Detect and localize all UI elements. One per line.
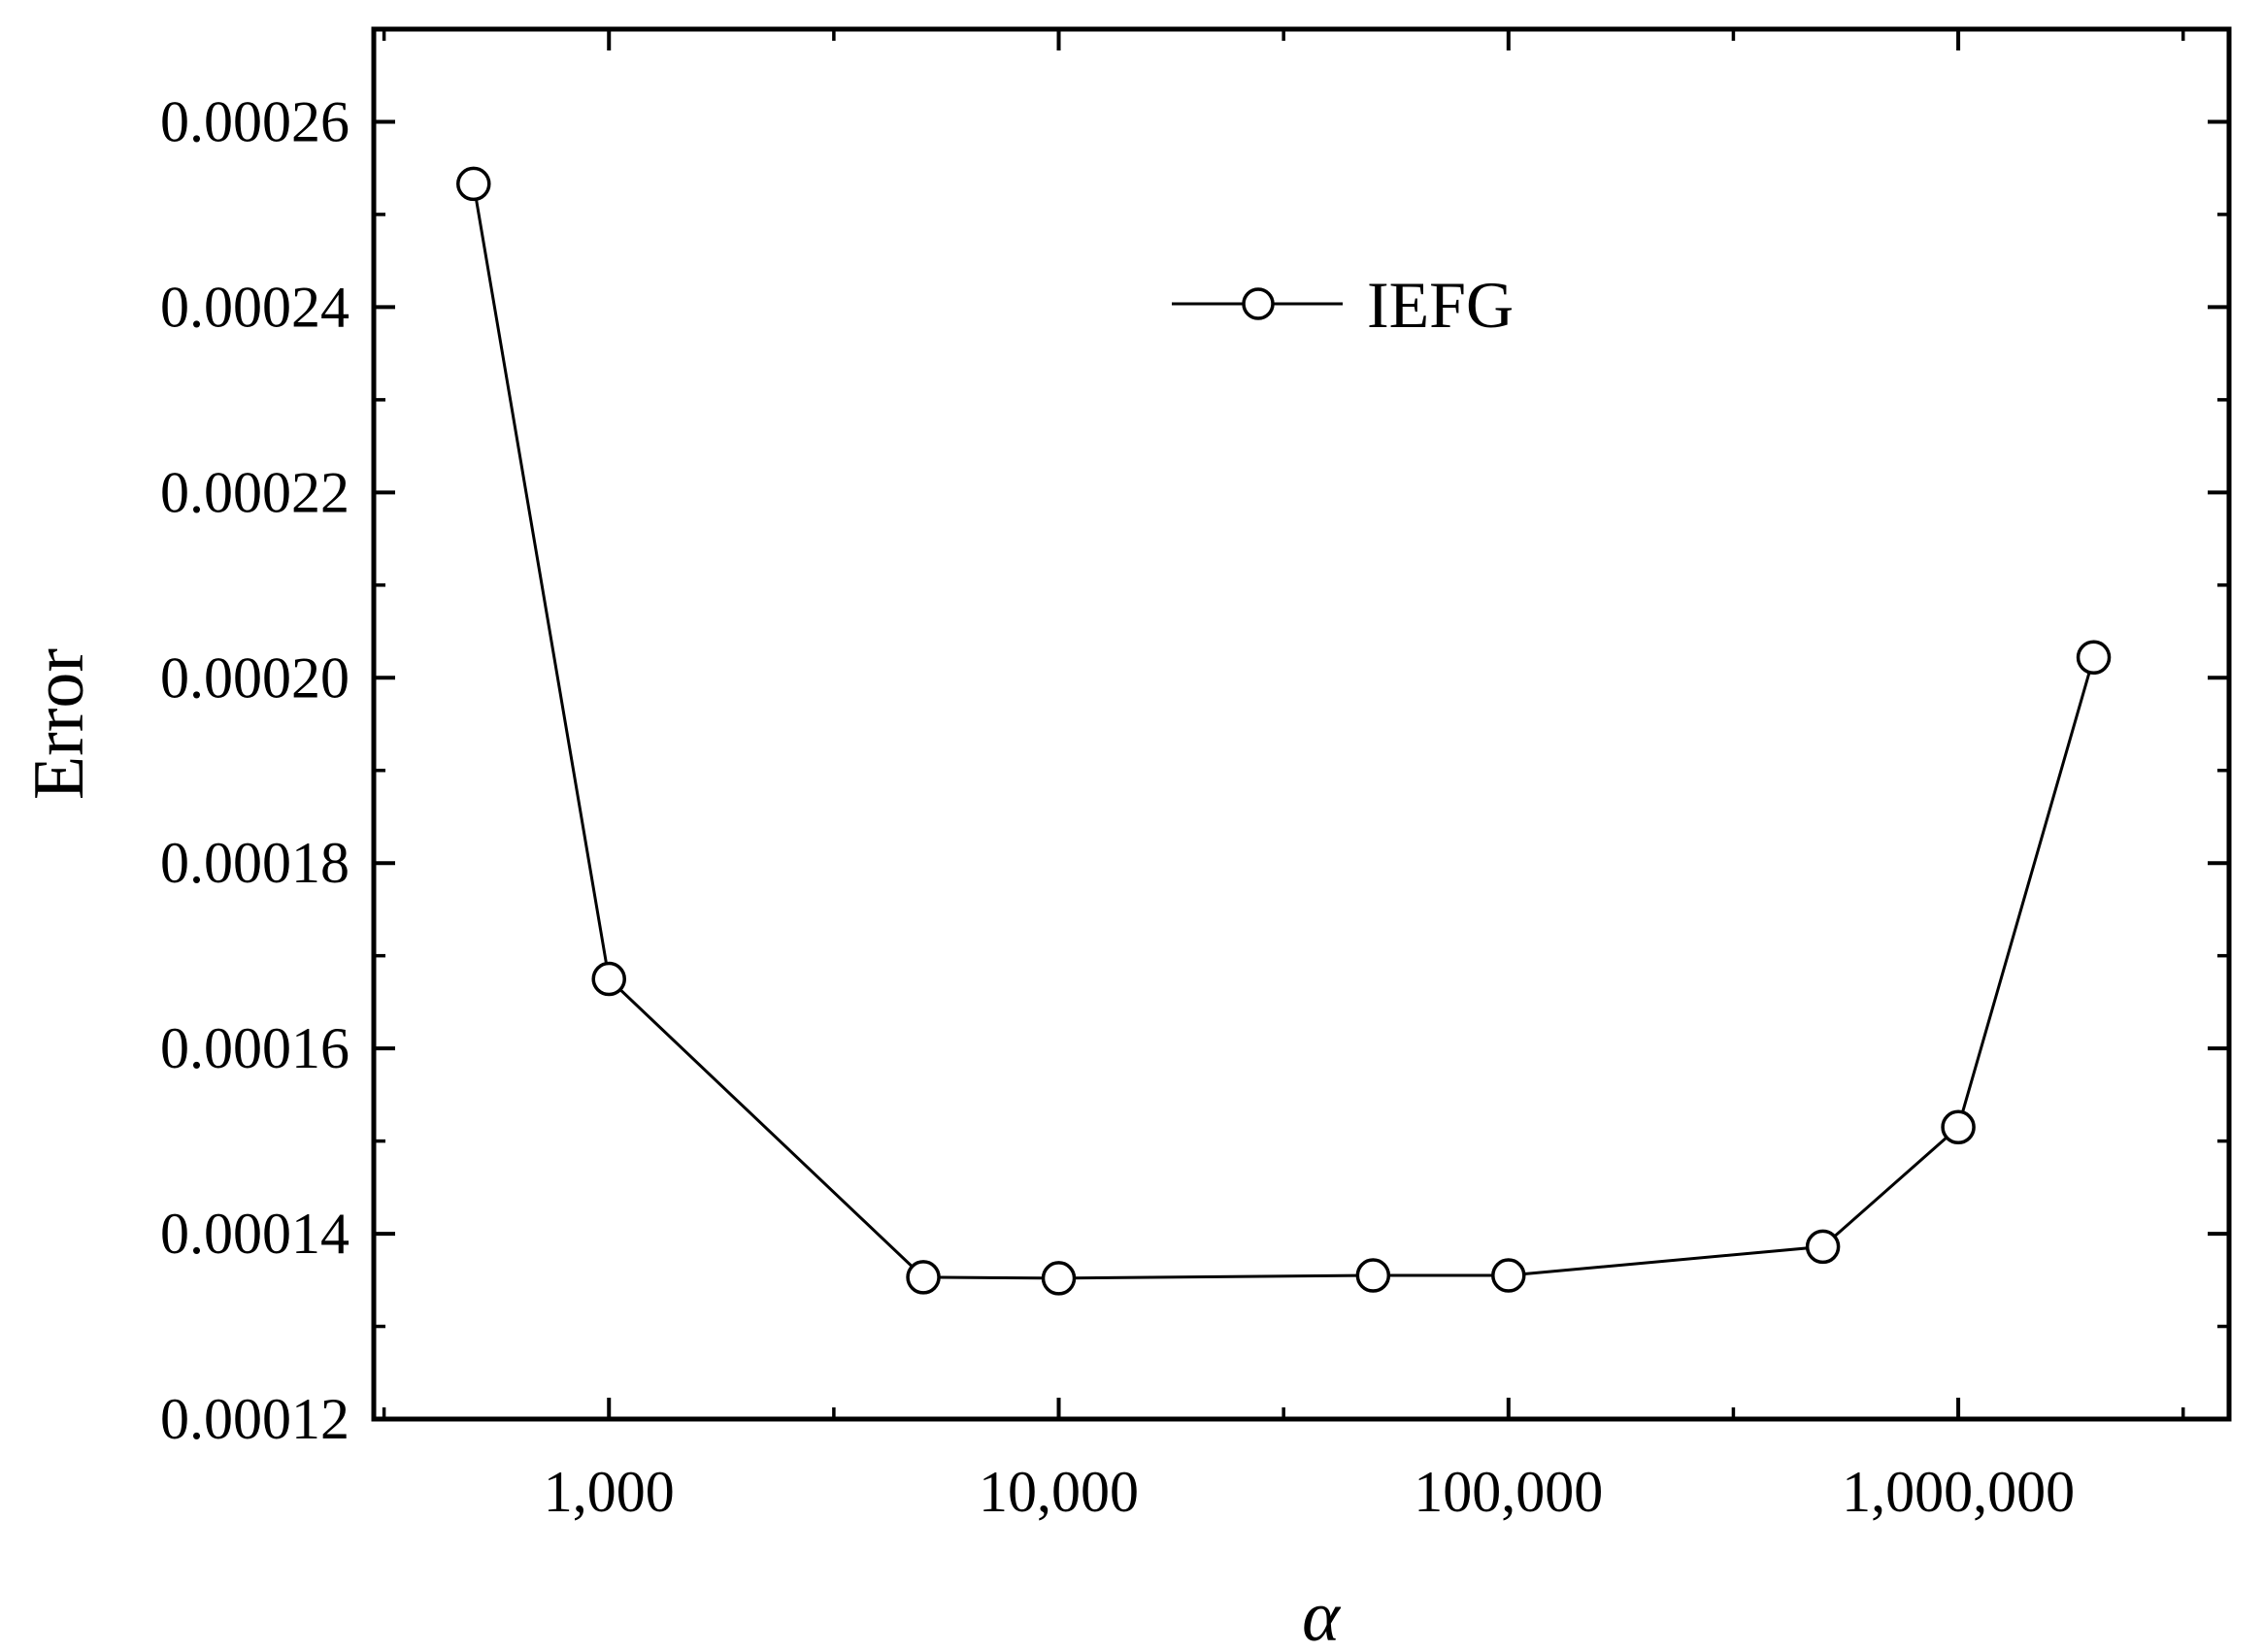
y-tick-label: 0.00022	[160, 460, 350, 524]
data-point-marker	[591, 961, 626, 997]
y-tick-label: 0.00018	[160, 831, 350, 895]
data-point-marker	[2076, 640, 2112, 676]
y-tick-label: 0.00014	[160, 1202, 350, 1266]
y-tick-label: 0.00026	[160, 89, 350, 153]
axis-tick-labels: 0.00012 0.00014 0.00016 0.00018 0.00020 0.000…	[160, 89, 2075, 1524]
x-tick-label: 10,000	[979, 1460, 1139, 1524]
legend-label: IEFG	[1367, 268, 1514, 342]
y-axis-title: Error	[19, 648, 99, 800]
axis-ticks	[374, 27, 2229, 1421]
plot-frame	[371, 26, 2232, 1422]
data-point-marker	[1941, 1109, 1976, 1145]
x-tick-label: 1,000	[544, 1460, 675, 1524]
x-tick-label: 1,000,000	[1842, 1460, 2075, 1524]
series-layer	[456, 166, 2112, 1296]
x-tick-label: 100,000	[1414, 1460, 1603, 1524]
data-point-marker	[1805, 1229, 1841, 1265]
legend-marker-circle	[1242, 287, 1275, 320]
legend: IEFG	[1172, 268, 1514, 342]
series-line	[472, 183, 2095, 1280]
data-point-marker	[456, 166, 491, 202]
y-tick-label: 0.00020	[160, 645, 350, 710]
data-point-marker	[1355, 1258, 1391, 1293]
data-point-marker	[906, 1260, 941, 1295]
y-tick-label: 0.00016	[160, 1016, 350, 1080]
data-point-marker	[1041, 1261, 1077, 1296]
y-tick-label: 0.00024	[160, 275, 350, 339]
y-tick-label: 0.00012	[160, 1387, 350, 1451]
data-point-marker	[1491, 1258, 1526, 1293]
x-axis-title: α	[1302, 1577, 1342, 1652]
